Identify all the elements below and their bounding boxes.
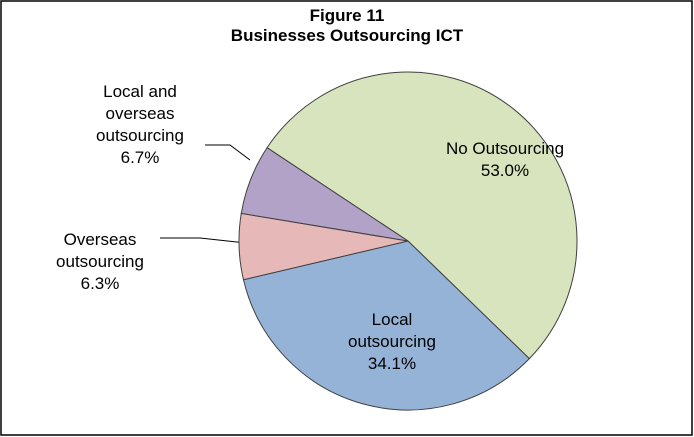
- pie-slice: [266, 71, 578, 360]
- slice-label: Overseas outsourcing 6.3%: [35, 229, 165, 295]
- category-label: Overseas outsourcing: [56, 230, 144, 271]
- value-label: 6.3%: [80, 274, 120, 293]
- category-label: Local outsourcing: [348, 310, 436, 351]
- chart-title: Figure 11: [309, 6, 385, 25]
- value-label: 53.0%: [480, 161, 530, 180]
- leader-line: [160, 237, 247, 244]
- slice-label: Local and overseas outsourcing 6.7%: [70, 81, 210, 169]
- slice-label: No Outsourcing 53.0%: [440, 138, 570, 182]
- value-label: 34.1%: [367, 354, 417, 373]
- value-label: 6.7%: [120, 148, 160, 167]
- leader-line: [205, 144, 251, 161]
- slice-label: Local outsourcing 34.1%: [327, 309, 457, 375]
- chart-subtitle: Businesses Outsourcing ICT: [230, 26, 464, 45]
- pie-slice: [240, 147, 409, 242]
- category-label: Local and overseas outsourcing: [96, 82, 184, 145]
- pie: [238, 71, 578, 411]
- category-label: No Outsourcing: [445, 139, 565, 158]
- pie-slice: [242, 240, 531, 411]
